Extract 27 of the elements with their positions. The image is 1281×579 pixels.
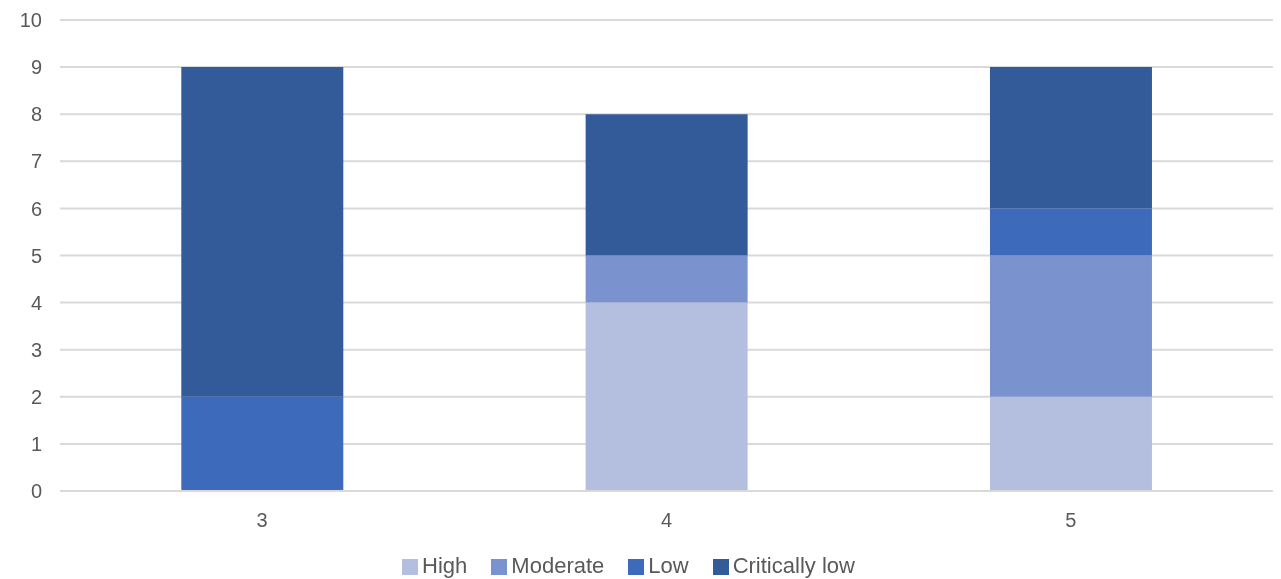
y-tick-label: 6	[30, 197, 42, 220]
x-tick-label: 3	[256, 509, 268, 532]
y-tick-label: 10	[19, 9, 42, 32]
bar	[989, 208, 1152, 256]
x-tick-label: 5	[1065, 509, 1077, 532]
y-tick-label: 0	[30, 480, 42, 503]
y-tick-label: 1	[30, 433, 42, 455]
y-tick-label: 3	[30, 338, 42, 361]
y-tick-label: 4	[30, 291, 42, 314]
bar	[989, 396, 1152, 491]
legend-label: Moderate	[511, 553, 605, 578]
x-tick-label: 4	[660, 509, 673, 532]
legend-label: Low	[648, 553, 689, 578]
bar	[989, 255, 1152, 397]
bar	[585, 255, 748, 303]
y-tick-label: 8	[30, 103, 42, 126]
y-tick-label: 7	[30, 150, 42, 173]
bar	[989, 67, 1152, 209]
legend-label: Critically low	[732, 553, 855, 578]
y-tick-label: 9	[30, 56, 42, 79]
bar	[181, 67, 344, 397]
y-tick-label: 2	[30, 385, 42, 408]
bar	[181, 396, 344, 491]
y-tick-label: 5	[30, 244, 42, 267]
bar	[585, 302, 748, 491]
legend-label: High	[422, 553, 468, 578]
bar	[585, 114, 748, 256]
